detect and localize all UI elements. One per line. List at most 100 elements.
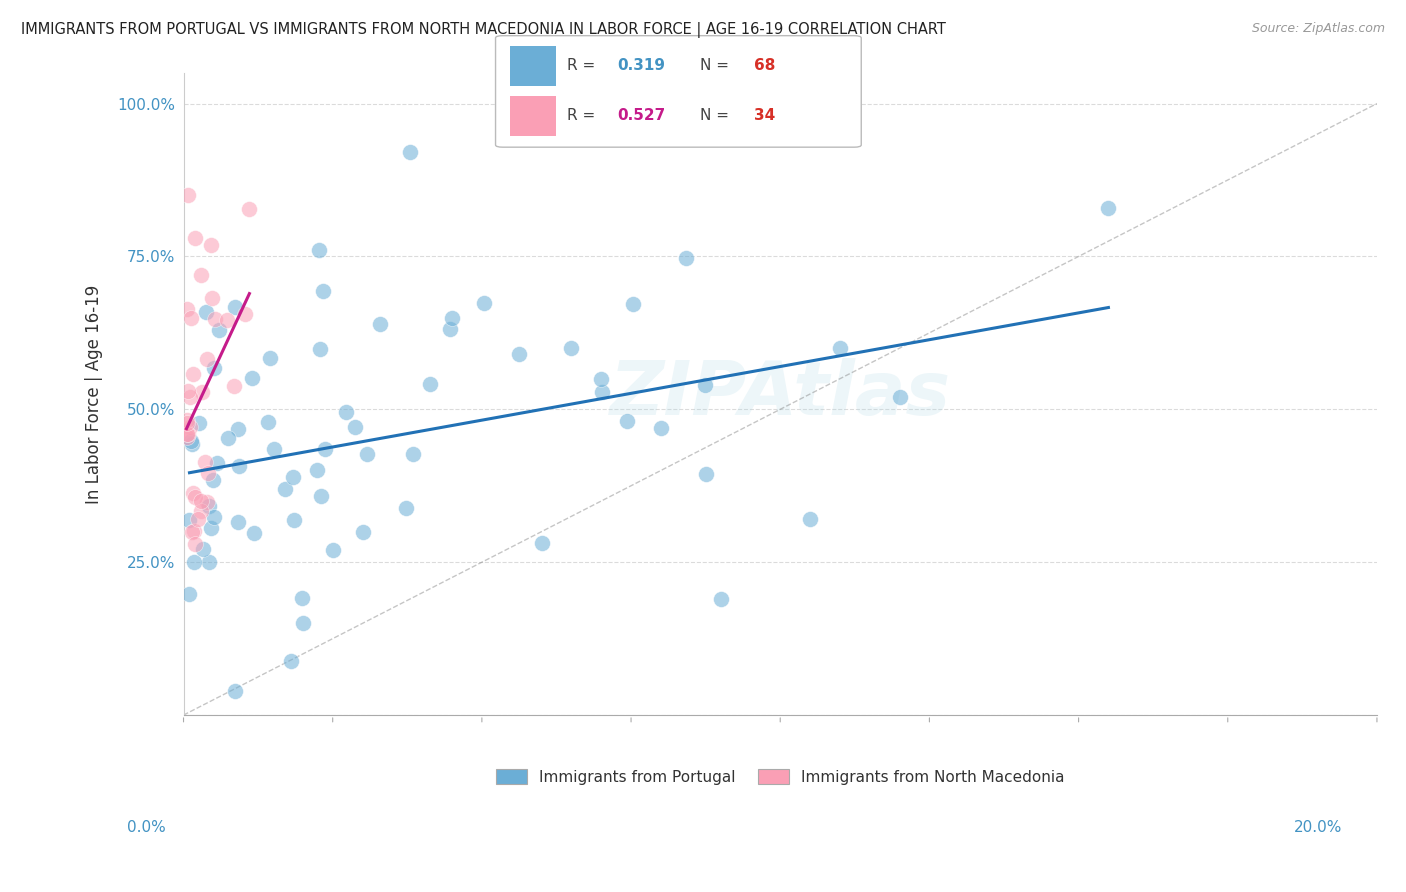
Point — [395, 501, 418, 516]
Point — [190, 268, 212, 282]
Point — [259, 351, 281, 365]
Point — [352, 524, 374, 539]
Point — [198, 500, 221, 514]
Text: 68: 68 — [754, 58, 775, 73]
Text: ZIPAtlas: ZIPAtlas — [610, 358, 950, 431]
Text: 0.319: 0.319 — [617, 58, 665, 73]
Point — [181, 485, 204, 500]
Point — [280, 654, 302, 668]
Point — [356, 447, 378, 461]
Point — [217, 431, 239, 445]
FancyBboxPatch shape — [495, 36, 862, 147]
Point — [693, 378, 716, 392]
Point — [194, 455, 217, 469]
Point — [591, 372, 613, 386]
Point — [344, 420, 367, 434]
Point — [200, 520, 222, 534]
Point — [472, 296, 495, 310]
FancyBboxPatch shape — [510, 96, 557, 136]
Point — [650, 420, 672, 434]
Point — [290, 591, 312, 606]
Point — [208, 323, 231, 337]
Point — [257, 415, 280, 429]
Point — [190, 494, 212, 508]
Point — [197, 495, 219, 509]
Point — [238, 202, 260, 216]
Point — [176, 427, 198, 442]
Point — [335, 405, 357, 419]
Point — [312, 284, 335, 298]
Point — [183, 367, 205, 381]
Point — [197, 351, 219, 366]
Point — [177, 188, 200, 202]
Point — [198, 555, 221, 569]
Point — [274, 482, 297, 496]
Point — [224, 683, 246, 698]
Point — [202, 474, 225, 488]
Point — [621, 296, 644, 310]
Point — [889, 390, 911, 404]
Point — [176, 413, 198, 427]
Point — [591, 384, 613, 399]
Point — [309, 489, 332, 503]
Point — [240, 370, 263, 384]
Point — [179, 420, 201, 434]
Legend: Immigrants from Portugal, Immigrants from North Macedonia: Immigrants from Portugal, Immigrants fro… — [489, 763, 1070, 791]
Point — [402, 447, 425, 461]
Point — [179, 513, 201, 527]
Text: 0.0%: 0.0% — [127, 821, 166, 835]
Point — [560, 341, 582, 355]
Point — [176, 417, 198, 431]
Point — [233, 308, 256, 322]
Point — [308, 342, 330, 356]
Point — [184, 231, 207, 245]
Point — [197, 466, 219, 480]
Point — [314, 442, 336, 456]
Point — [368, 317, 391, 331]
Point — [799, 512, 821, 526]
Point — [187, 512, 209, 526]
Point — [226, 422, 249, 436]
Point — [322, 543, 344, 558]
Text: R =: R = — [567, 58, 600, 73]
Point — [191, 384, 214, 399]
Text: 0.527: 0.527 — [617, 109, 665, 123]
Point — [308, 243, 330, 257]
Point — [187, 416, 209, 430]
Text: 34: 34 — [754, 109, 775, 123]
Y-axis label: In Labor Force | Age 16-19: In Labor Force | Age 16-19 — [86, 285, 103, 504]
Point — [177, 384, 200, 399]
Point — [226, 515, 249, 529]
Point — [183, 555, 205, 569]
Point — [184, 490, 207, 504]
Point — [204, 311, 226, 326]
Point — [205, 456, 228, 470]
Point — [441, 310, 464, 325]
Point — [183, 524, 205, 539]
Point — [675, 252, 697, 266]
Point — [228, 458, 250, 473]
Point — [179, 587, 201, 601]
Point — [695, 467, 717, 481]
Point — [224, 300, 246, 314]
Point — [181, 524, 204, 539]
Point — [399, 145, 422, 160]
Point — [191, 541, 214, 556]
Point — [190, 504, 212, 518]
Point — [508, 347, 530, 361]
Text: N =: N = — [700, 109, 728, 123]
Point — [184, 537, 207, 551]
Point — [176, 302, 198, 317]
Text: N =: N = — [700, 58, 728, 73]
Point — [709, 591, 731, 606]
Text: IMMIGRANTS FROM PORTUGAL VS IMMIGRANTS FROM NORTH MACEDONIA IN LABOR FORCE | AGE: IMMIGRANTS FROM PORTUGAL VS IMMIGRANTS F… — [21, 22, 946, 38]
Text: R =: R = — [567, 109, 600, 123]
Point — [202, 361, 225, 376]
Point — [222, 379, 245, 393]
Point — [1097, 201, 1119, 215]
Point — [180, 434, 202, 449]
Point — [242, 526, 264, 541]
Point — [179, 390, 201, 404]
Point — [194, 304, 217, 318]
Text: 20.0%: 20.0% — [1295, 821, 1343, 835]
